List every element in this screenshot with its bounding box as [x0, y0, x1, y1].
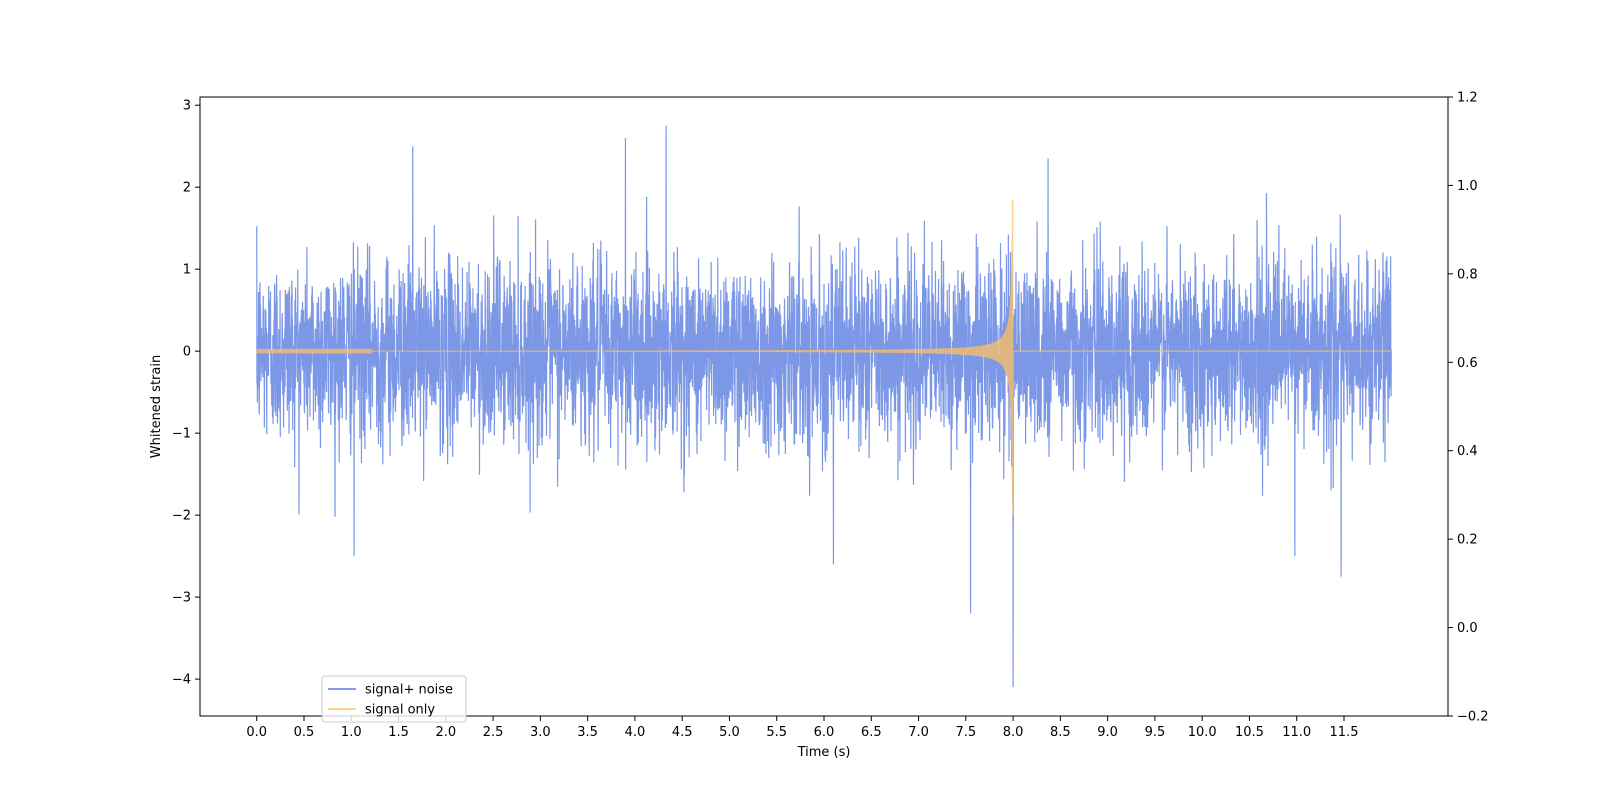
y2-tick-label: 0.0	[1457, 621, 1478, 636]
x-tick-label: 9.0	[1097, 725, 1118, 740]
y-tick-label: −2	[172, 509, 191, 524]
x-tick-label: 6.0	[814, 725, 835, 740]
x-tick-label: 0.5	[294, 725, 315, 740]
x-tick-label: 6.5	[861, 725, 882, 740]
x-tick-label: 1.0	[341, 725, 362, 740]
x-tick-label: 8.0	[1003, 725, 1024, 740]
series-line-signal-only	[256, 199, 1392, 516]
x-axis-label: Time (s)	[797, 745, 851, 760]
y-tick-label: 1	[183, 263, 191, 278]
legend-label-signal-noise: signal+ noise	[365, 683, 453, 698]
x-tick-label: 1.5	[388, 725, 409, 740]
x-tick-label: 2.0	[435, 725, 456, 740]
y2-tick-label: 1.0	[1457, 179, 1478, 194]
x-tick-label: 11.5	[1330, 725, 1359, 740]
y-tick-label: 2	[183, 181, 191, 196]
x-tick-label: 7.5	[955, 725, 976, 740]
y-axis-right: 1.2 1.0 0.8 0.6 0.4 0.2 0.0 −0.2	[1448, 91, 1489, 725]
x-tick-label: 4.5	[672, 725, 693, 740]
x-tick-label: 2.5	[483, 725, 504, 740]
y2-tick-label: 0.4	[1457, 444, 1478, 459]
x-tick-label: 3.5	[577, 725, 598, 740]
series-line-signal-noise	[256, 125, 1392, 688]
y-axis-left: 3 2 1 0 −1 −2 −3 −4	[172, 99, 200, 688]
y2-tick-label: 1.2	[1457, 91, 1478, 106]
x-tick-label: 10.5	[1235, 725, 1264, 740]
y2-tick-label: −0.2	[1457, 710, 1489, 725]
x-axis: 0.0 0.5 1.0 1.5 2.0 2.5 3.0 3.5 4.0 4.5 5.0 5.5 6.0 6…	[246, 716, 1358, 740]
x-tick-label: 5.0	[719, 725, 740, 740]
series-layer	[256, 125, 1392, 688]
x-tick-label: 0.0	[246, 725, 267, 740]
y-tick-label: −1	[172, 427, 191, 442]
y2-tick-label: 0.6	[1457, 356, 1478, 371]
x-tick-label: 10.0	[1188, 725, 1217, 740]
x-tick-label: 4.0	[625, 725, 646, 740]
y-axis-label: Whitened strain	[149, 355, 164, 458]
y-tick-label: −3	[172, 591, 191, 606]
legend-box	[321, 675, 467, 723]
x-tick-label: 5.5	[766, 725, 787, 740]
y2-tick-label: 0.2	[1457, 533, 1478, 548]
y2-tick-label: 0.8	[1457, 267, 1478, 282]
legend: signal+ noise signal only	[321, 675, 467, 723]
y-tick-label: 0	[183, 345, 191, 360]
x-tick-label: 8.5	[1050, 725, 1071, 740]
y-tick-label: −4	[172, 673, 191, 688]
x-tick-label: 9.5	[1145, 725, 1166, 740]
y-tick-label: 3	[183, 99, 191, 114]
legend-label-signal-only: signal only	[365, 703, 435, 718]
x-tick-label: 11.0	[1282, 725, 1311, 740]
x-tick-label: 3.0	[530, 725, 551, 740]
x-tick-label: 7.0	[908, 725, 929, 740]
